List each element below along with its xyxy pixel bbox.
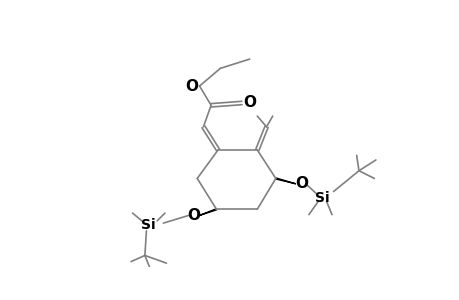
Text: O: O [186, 208, 200, 223]
Polygon shape [199, 209, 216, 215]
Text: O: O [295, 176, 308, 190]
Text: O: O [185, 79, 198, 94]
Polygon shape [275, 178, 295, 184]
Text: O: O [243, 95, 256, 110]
Text: Si: Si [315, 191, 330, 205]
Text: Si: Si [140, 218, 155, 232]
